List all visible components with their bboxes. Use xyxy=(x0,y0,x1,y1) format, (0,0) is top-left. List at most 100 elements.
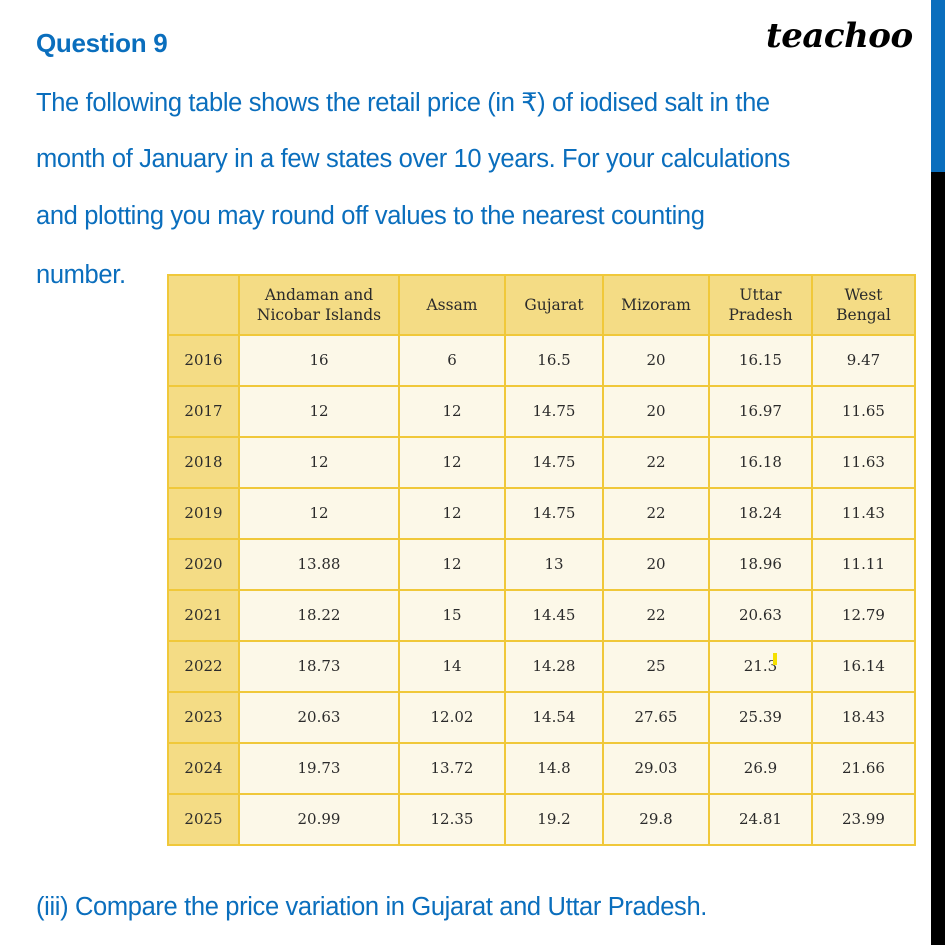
table-row: 2020 13.88 12 13 20 18.96 11.11 xyxy=(167,538,916,591)
cell-gujarat: 14.45 xyxy=(504,589,604,642)
salt-price-table: Andaman and Nicobar Islands Assam Gujarat… xyxy=(167,274,916,846)
cell-mizoram: 20 xyxy=(602,334,710,387)
table-row: 2017 12 12 14.75 20 16.97 11.65 xyxy=(167,385,916,438)
table-row: 2022 18.73 14 14.28 25 21.3 16.14 xyxy=(167,640,916,693)
year-cell: 2019 xyxy=(167,487,240,540)
cell-gujarat: 19.2 xyxy=(504,793,604,846)
cell-andaman-nicobar: 16 xyxy=(238,334,400,387)
header-line: West xyxy=(844,285,883,304)
side-band-black xyxy=(931,172,945,945)
year-cell: 2024 xyxy=(167,742,240,795)
cell-mizoram: 27.65 xyxy=(602,691,710,744)
cell-west-bengal: 21.66 xyxy=(811,742,916,795)
cell-west-bengal: 18.43 xyxy=(811,691,916,744)
cell-west-bengal: 12.79 xyxy=(811,589,916,642)
header-line: Uttar xyxy=(739,285,782,304)
cell-assam: 12.35 xyxy=(398,793,506,846)
table-header-row: Andaman and Nicobar Islands Assam Gujarat… xyxy=(167,274,916,336)
cell-west-bengal: 11.43 xyxy=(811,487,916,540)
cell-gujarat: 14.75 xyxy=(504,436,604,489)
header-cell-blank xyxy=(167,274,240,336)
cell-gujarat: 14.75 xyxy=(504,487,604,540)
year-cell: 2023 xyxy=(167,691,240,744)
table-row: 2018 12 12 14.75 22 16.18 11.63 xyxy=(167,436,916,489)
cell-andaman-nicobar: 19.73 xyxy=(238,742,400,795)
cell-west-bengal: 11.63 xyxy=(811,436,916,489)
table-row: 2025 20.99 12.35 19.2 29.8 24.81 23.99 xyxy=(167,793,916,846)
question-text-line-4: number. xyxy=(36,261,126,289)
year-cell: 2021 xyxy=(167,589,240,642)
cell-uttar-pradesh: 20.63 xyxy=(708,589,813,642)
cell-gujarat: 16.5 xyxy=(504,334,604,387)
year-cell: 2025 xyxy=(167,793,240,846)
cell-andaman-nicobar: 18.73 xyxy=(238,640,400,693)
cell-andaman-nicobar: 20.99 xyxy=(238,793,400,846)
cell-assam: 12 xyxy=(398,436,506,489)
year-cell: 2020 xyxy=(167,538,240,591)
cell-uttar-pradesh: 18.96 xyxy=(708,538,813,591)
table-row: 2019 12 12 14.75 22 18.24 11.43 xyxy=(167,487,916,540)
side-band-blue xyxy=(931,0,945,172)
cell-west-bengal: 11.11 xyxy=(811,538,916,591)
header-line: Andaman and xyxy=(264,285,374,304)
table-row: 2016 16 6 16.5 20 16.15 9.47 xyxy=(167,334,916,387)
header-line: Pradesh xyxy=(728,306,793,324)
year-cell: 2017 xyxy=(167,385,240,438)
header-line: Gujarat xyxy=(524,295,584,314)
header-line: Bengal xyxy=(836,306,891,324)
header-line: Assam xyxy=(426,295,478,314)
cell-assam: 14 xyxy=(398,640,506,693)
cell-mizoram: 22 xyxy=(602,436,710,489)
cell-assam: 12.02 xyxy=(398,691,506,744)
header-line: Nicobar Islands xyxy=(256,306,382,324)
table-row: 2024 19.73 13.72 14.8 29.03 26.9 21.66 xyxy=(167,742,916,795)
cell-andaman-nicobar: 12 xyxy=(238,436,400,489)
table-row: 2021 18.22 15 14.45 22 20.63 12.79 xyxy=(167,589,916,642)
cell-gujarat: 14.8 xyxy=(504,742,604,795)
cell-assam: 12 xyxy=(398,538,506,591)
cell-west-bengal: 16.14 xyxy=(811,640,916,693)
cell-andaman-nicobar: 20.63 xyxy=(238,691,400,744)
cell-uttar-pradesh: 24.81 xyxy=(708,793,813,846)
cell-uttar-pradesh: 16.97 xyxy=(708,385,813,438)
cell-mizoram: 22 xyxy=(602,589,710,642)
year-cell: 2022 xyxy=(167,640,240,693)
header-cell-gujarat: Gujarat xyxy=(504,274,604,336)
question-text-line-3: and plotting you may round off values to… xyxy=(36,202,705,230)
header-cell-assam: Assam xyxy=(398,274,506,336)
cell-assam: 13.72 xyxy=(398,742,506,795)
cell-mizoram: 29.8 xyxy=(602,793,710,846)
cell-assam: 12 xyxy=(398,487,506,540)
cell-uttar-pradesh: 18.24 xyxy=(708,487,813,540)
cell-gujarat: 14.28 xyxy=(504,640,604,693)
question-text-line-1: The following table shows the retail pri… xyxy=(36,89,770,117)
header-cell-west-bengal: West Bengal xyxy=(811,274,916,336)
cell-uttar-pradesh: 21.3 xyxy=(708,640,813,693)
year-cell: 2018 xyxy=(167,436,240,489)
header-line: Mizoram xyxy=(621,295,691,314)
header-cell-mizoram: Mizoram xyxy=(602,274,710,336)
cell-mizoram: 22 xyxy=(602,487,710,540)
header-cell-andaman-nicobar: Andaman and Nicobar Islands xyxy=(238,274,400,336)
cell-uttar-pradesh: 26.9 xyxy=(708,742,813,795)
header-cell-uttar-pradesh: Uttar Pradesh xyxy=(708,274,813,336)
cell-assam: 15 xyxy=(398,589,506,642)
cell-andaman-nicobar: 13.88 xyxy=(238,538,400,591)
cell-gujarat: 13 xyxy=(504,538,604,591)
cell-andaman-nicobar: 12 xyxy=(238,385,400,438)
cell-mizoram: 25 xyxy=(602,640,710,693)
question-text-line-2: month of January in a few states over 10… xyxy=(36,145,790,173)
table-row: 2023 20.63 12.02 14.54 27.65 25.39 18.43 xyxy=(167,691,916,744)
cell-andaman-nicobar: 12 xyxy=(238,487,400,540)
cell-mizoram: 29.03 xyxy=(602,742,710,795)
cell-uttar-pradesh: 16.18 xyxy=(708,436,813,489)
cell-mizoram: 20 xyxy=(602,385,710,438)
cell-west-bengal: 9.47 xyxy=(811,334,916,387)
cell-uttar-pradesh: 16.15 xyxy=(708,334,813,387)
cell-assam: 6 xyxy=(398,334,506,387)
cell-gujarat: 14.75 xyxy=(504,385,604,438)
year-cell: 2016 xyxy=(167,334,240,387)
cell-west-bengal: 23.99 xyxy=(811,793,916,846)
cell-assam: 12 xyxy=(398,385,506,438)
cell-uttar-pradesh: 25.39 xyxy=(708,691,813,744)
